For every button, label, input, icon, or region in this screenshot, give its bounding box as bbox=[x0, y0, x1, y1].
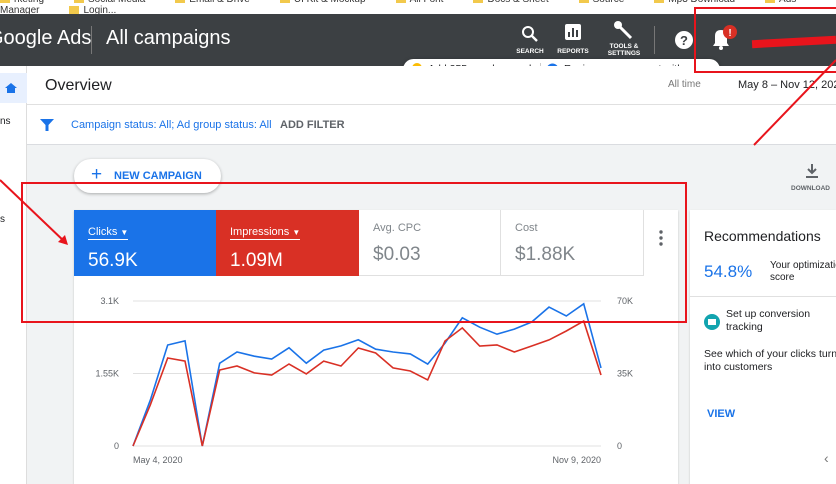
nav-item[interactable]: s bbox=[0, 214, 5, 225]
series-line bbox=[132, 319, 602, 447]
overview-bar: Overview All time May 8 – Nov 12, 2020 bbox=[27, 66, 836, 105]
metric-value: 1.09M bbox=[230, 250, 283, 271]
recommendations-card: Recommendations 54.8% Your optimization … bbox=[690, 210, 836, 484]
performance-card: Clicks ▼ 56.9K Impressions ▼ 1.09M Avg. CPC $… bbox=[74, 210, 678, 484]
tools-label[interactable]: TOOLS & SETTINGS bbox=[607, 43, 641, 57]
bookmark[interactable]: All Font bbox=[396, 0, 444, 5]
metric-card[interactable]: Clicks ▼ 56.9K bbox=[74, 210, 216, 276]
x-tick-label: Nov 9, 2020 bbox=[552, 455, 601, 465]
metric-value: 56.9K bbox=[88, 250, 138, 271]
search-icon[interactable] bbox=[520, 24, 540, 44]
y-tick-label: 70K bbox=[617, 296, 633, 306]
bookmark[interactable]: UI Kit & Mockup bbox=[280, 0, 366, 5]
chart: 0 1.55K 3.1K 0 35K 70K May 4, 2020 Nov 9, 2020 bbox=[95, 296, 633, 465]
bookmarks-bar: rketing Social Media Email & Drive UI Kit &… bbox=[0, 0, 836, 14]
divider bbox=[91, 26, 92, 54]
divider bbox=[654, 26, 655, 54]
nav-item[interactable]: ns bbox=[0, 116, 11, 127]
metric-card[interactable]: Avg. CPC $0.03 bbox=[359, 210, 501, 276]
tools-icon[interactable] bbox=[613, 20, 635, 42]
reco-title: Recommendations bbox=[704, 228, 821, 244]
reports-icon[interactable] bbox=[565, 24, 581, 40]
logo[interactable]: Google Ads bbox=[0, 27, 92, 49]
more-menu[interactable] bbox=[658, 230, 664, 246]
bookmark[interactable]: Ads Manager bbox=[0, 0, 796, 14]
metric-card[interactable]: Impressions ▼ 1.09M bbox=[216, 210, 359, 276]
y-tick-label: 0 bbox=[617, 441, 622, 451]
reco-view[interactable]: VIEW bbox=[707, 408, 736, 420]
bookmark[interactable]: rketing bbox=[0, 0, 44, 5]
metric-label[interactable]: Clicks ▼ bbox=[88, 226, 129, 240]
y-tick-label: 3.1K bbox=[100, 296, 119, 306]
metric-value: $0.03 bbox=[373, 244, 421, 265]
download-icon[interactable] bbox=[804, 163, 820, 181]
new-campaign-label[interactable]: NEW CAMPAIGN bbox=[114, 170, 202, 182]
divider bbox=[690, 296, 836, 297]
download-label[interactable]: DOWNLOAD bbox=[791, 185, 830, 192]
range-label: All time bbox=[668, 79, 701, 90]
annotation-arrowhead bbox=[58, 235, 68, 245]
metric-label[interactable]: Cost bbox=[515, 222, 538, 234]
bookmark[interactable]: Mp3 Download bbox=[654, 0, 735, 5]
reco-icon bbox=[704, 314, 720, 330]
y-tick-label: 1.55K bbox=[95, 369, 119, 379]
svg-text:!: ! bbox=[728, 28, 731, 39]
nav-home[interactable] bbox=[0, 73, 27, 103]
bookmark[interactable]: Login... bbox=[69, 5, 116, 14]
x-tick-label: May 4, 2020 bbox=[133, 455, 183, 465]
reco-item-title[interactable]: Set up conversion tracking bbox=[726, 308, 811, 333]
metric-card[interactable]: Cost $1.88K bbox=[501, 210, 644, 276]
new-campaign-button[interactable]: + NEW CAMPAIGN bbox=[74, 159, 221, 193]
y-tick-label: 35K bbox=[617, 369, 633, 379]
side-nav: ns s bbox=[0, 66, 27, 484]
reco-prev[interactable]: ‹ bbox=[824, 450, 829, 466]
y-tick-label: 0 bbox=[114, 441, 119, 451]
filter-status[interactable]: Campaign status: All; Ad group status: A… bbox=[71, 119, 272, 131]
add-filter[interactable]: ADD FILTER bbox=[280, 119, 345, 131]
overview-title: Overview bbox=[45, 77, 112, 94]
filter-bar: Campaign status: All; Ad group status: A… bbox=[27, 105, 836, 145]
bookmark[interactable]: Docs & Sheet bbox=[473, 0, 548, 5]
help-icon[interactable]: ? bbox=[674, 30, 694, 50]
page-title: All campaigns bbox=[106, 27, 231, 49]
bookmark[interactable]: Email & Drive bbox=[175, 0, 250, 5]
bookmark[interactable]: Social Media bbox=[74, 0, 145, 5]
bookmark[interactable]: Source bbox=[579, 0, 625, 5]
series-line bbox=[132, 302, 602, 447]
metric-value: $1.88K bbox=[515, 244, 576, 265]
redaction bbox=[751, 35, 836, 49]
filter-icon[interactable] bbox=[40, 118, 54, 132]
svg-text:?: ? bbox=[680, 33, 688, 48]
reco-score: 54.8% bbox=[704, 262, 753, 281]
metric-label[interactable]: Impressions ▼ bbox=[230, 226, 301, 240]
reco-score-label: Your optimization score bbox=[770, 260, 836, 283]
home-icon bbox=[5, 83, 17, 93]
search-label[interactable]: SEARCH bbox=[516, 48, 544, 55]
metric-label[interactable]: Avg. CPC bbox=[373, 222, 422, 234]
notifications-icon[interactable]: ! bbox=[710, 24, 740, 52]
reports-label[interactable]: REPORTS bbox=[557, 48, 589, 55]
reco-item-text: See which of your clicks turn into custo… bbox=[704, 348, 836, 373]
date-range[interactable]: May 8 – Nov 12, 2020 bbox=[738, 79, 836, 91]
